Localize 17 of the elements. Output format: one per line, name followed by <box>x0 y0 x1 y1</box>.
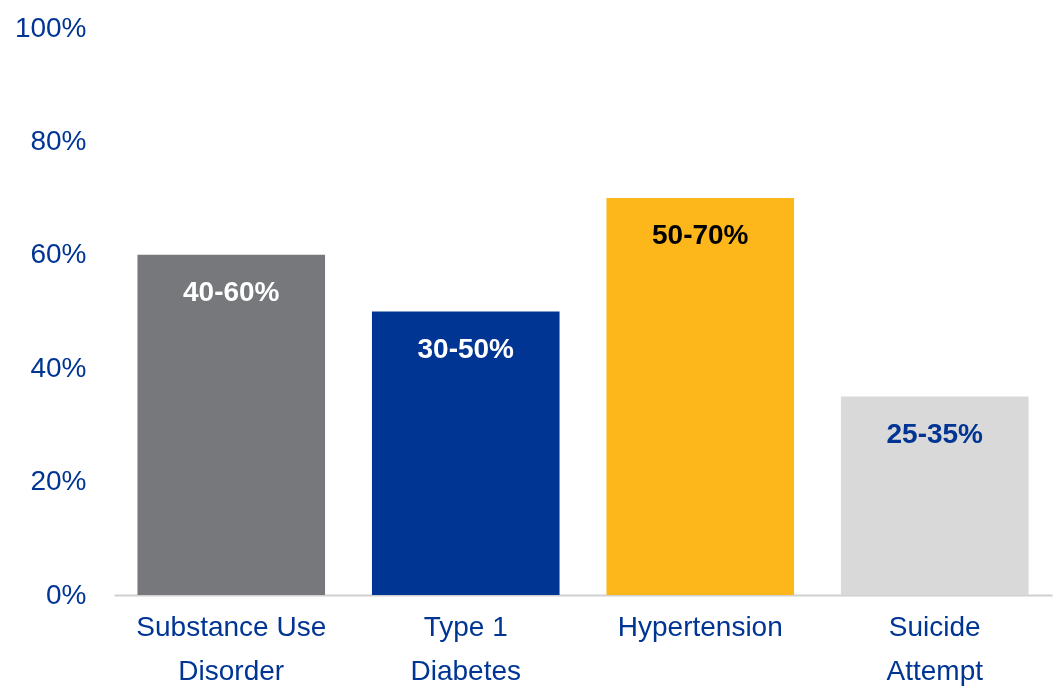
y-tick-label: 80% <box>30 124 87 156</box>
y-tick-label: 60% <box>30 238 87 270</box>
y-tick-label: 20% <box>30 465 87 497</box>
y-tick-label: 0% <box>46 578 87 610</box>
y-tick-label: 100% <box>14 11 87 43</box>
annotation: 50-70% <box>651 219 749 251</box>
x-tick-label: Substance Use Disorder <box>136 610 327 686</box>
x-tick-label: Type 1 Diabetes <box>410 610 522 686</box>
bar <box>371 311 560 595</box>
x-tick-label: Hypertension <box>617 610 783 642</box>
bar <box>137 254 326 595</box>
annotation: 25-35% <box>886 417 984 449</box>
annotation: 30-50% <box>417 332 515 364</box>
bar <box>606 198 795 595</box>
x-tick-label: Suicide Attempt <box>886 610 984 686</box>
annotation: 40-60% <box>182 275 280 307</box>
y-tick-label: 40% <box>30 351 87 383</box>
